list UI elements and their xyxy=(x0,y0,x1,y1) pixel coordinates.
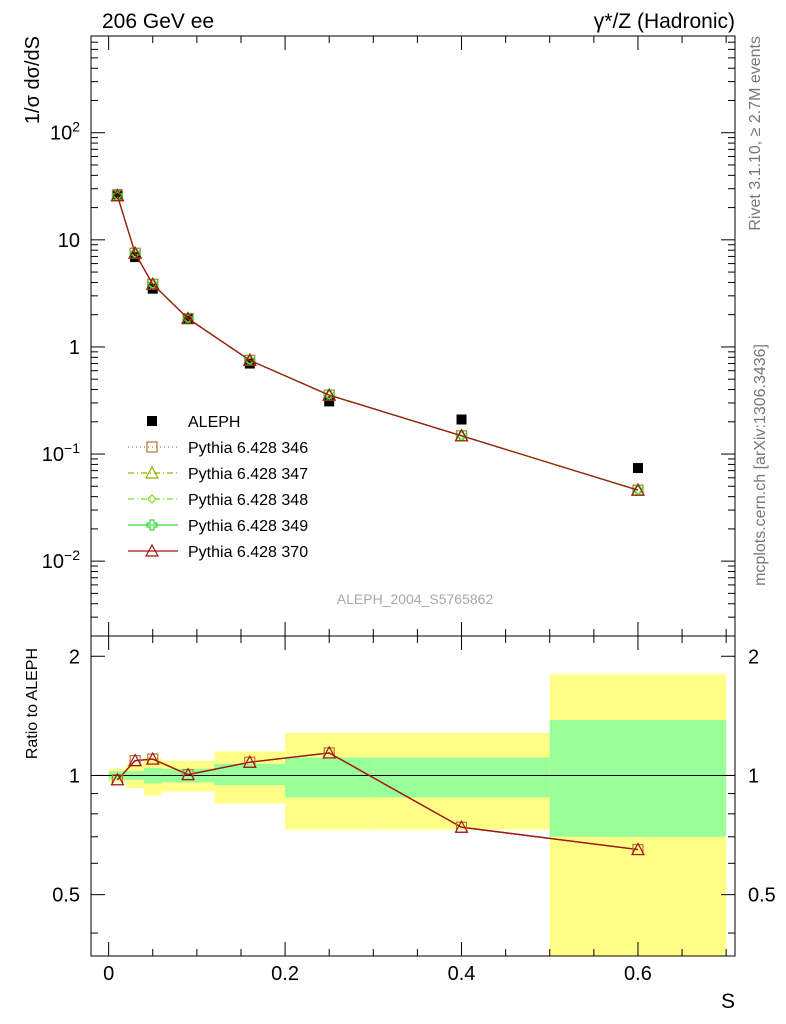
rivet-label: Rivet 3.1.10, ≥ 2.7M events xyxy=(747,36,764,231)
data-point xyxy=(454,428,469,442)
main-y-axis-title: 1/σ dσ/dS xyxy=(22,36,44,124)
ratio-y-tick-label-right: 0.5 xyxy=(748,885,776,907)
legend-label: Pythia 6.428 347 xyxy=(188,466,308,483)
ratio-plot-frame xyxy=(90,635,736,957)
legend-entry: Pythia 6.428 349 xyxy=(128,518,308,535)
legend: ALEPH Pythia 6.428 346 Pythia 6.428 347 Pyt… xyxy=(128,414,308,561)
x-tick-label: 0.2 xyxy=(271,963,299,985)
ratio-point xyxy=(181,767,196,781)
data-point xyxy=(322,387,337,401)
ratio-y-tick-label-left: 1 xyxy=(69,765,80,787)
legend-marker xyxy=(144,465,160,479)
main-y-tick-label: 102 xyxy=(50,119,80,145)
stat-uncertainty-band xyxy=(549,720,727,837)
data-point xyxy=(110,188,125,202)
header-left-label: 206 GeV ee xyxy=(102,10,214,33)
x-axis-title: S xyxy=(721,990,735,1013)
legend-marker xyxy=(144,543,160,557)
ratio-uncertainty-bands xyxy=(91,674,735,956)
ratio-y-tick-label-right: 1 xyxy=(748,765,759,787)
legend-entry: ALEPH xyxy=(147,414,240,431)
legend-label: ALEPH xyxy=(188,414,240,431)
ratio-y-tick-label-left: 0.5 xyxy=(52,885,80,907)
ratio-point xyxy=(630,842,645,856)
legend-marker xyxy=(147,494,157,504)
legend-label: Pythia 6.428 348 xyxy=(188,492,308,509)
data-point xyxy=(242,353,257,366)
data-point xyxy=(632,463,643,474)
data-point xyxy=(145,276,160,290)
ratio-axis-ticks: 0.5 0.5 1 1 2 2 0 0.2 0.4 0.6 xyxy=(52,636,776,985)
stat-uncertainty-band xyxy=(214,763,286,786)
legend-marker xyxy=(146,519,158,531)
ratio-y-tick-label-left: 2 xyxy=(69,646,80,668)
ratio-point xyxy=(322,745,337,759)
ratio-y-axis-title: Ratio to ALEPH xyxy=(24,648,41,759)
ratio-series-pythia-6-428-370 xyxy=(110,745,645,856)
main-y-tick-label: 10 xyxy=(58,230,80,252)
ratio-y-tick-label-right: 2 xyxy=(748,646,759,668)
series-pythia-6-428-370 xyxy=(110,188,645,496)
legend-label: Pythia 6.428 349 xyxy=(188,518,308,535)
stat-uncertainty-band xyxy=(285,757,374,798)
x-tick-label: 0.4 xyxy=(448,963,476,985)
legend-marker xyxy=(147,416,157,426)
main-axis-ticks: 10−2 10−1 1 10 102 xyxy=(42,35,735,637)
main-y-tick-label: 10−1 xyxy=(42,440,80,466)
x-tick-label: 0.6 xyxy=(624,963,652,985)
header-right-label: γ*/Z (Hadronic) xyxy=(594,10,735,33)
ratio-point xyxy=(145,751,160,765)
main-y-tick-label: 1 xyxy=(69,337,80,359)
ratio-series-layer xyxy=(110,745,645,856)
ratio-point xyxy=(242,754,257,768)
analysis-watermark: ALEPH_2004_S5765862 xyxy=(337,591,494,607)
data-point xyxy=(128,245,143,259)
data-point xyxy=(456,414,467,425)
stat-uncertainty-band xyxy=(373,757,550,798)
main-series-layer xyxy=(110,188,645,496)
data-point xyxy=(630,482,645,496)
legend-entry: Pythia 6.428 370 xyxy=(128,543,308,561)
legend-entry: Pythia 6.428 348 xyxy=(128,492,308,509)
data-point xyxy=(181,311,196,325)
ratio-point xyxy=(128,753,143,767)
legend-entry: Pythia 6.428 347 xyxy=(128,465,308,483)
x-tick-label: 0 xyxy=(103,963,114,985)
data-point xyxy=(324,396,335,407)
legend-marker xyxy=(146,441,158,453)
legend-label: Pythia 6.428 370 xyxy=(188,544,308,561)
legend-label: Pythia 6.428 346 xyxy=(188,440,308,457)
legend-entry: Pythia 6.428 346 xyxy=(128,440,308,457)
mcplots-label: mcplots.cern.ch [arXiv:1306.3436] xyxy=(752,344,769,586)
ratio-point xyxy=(110,772,125,786)
main-y-tick-label: 10−2 xyxy=(42,547,80,573)
data-point xyxy=(112,189,123,200)
ratio-point xyxy=(454,819,469,833)
